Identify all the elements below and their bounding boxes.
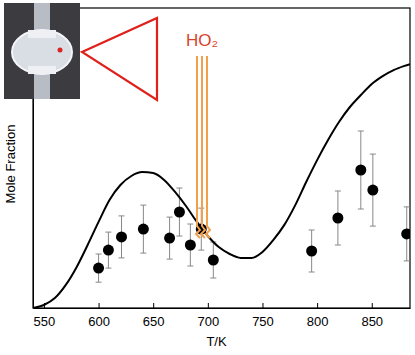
x-tick-mark — [372, 303, 373, 308]
data-point — [185, 240, 196, 251]
x-tick-label: 850 — [361, 314, 383, 329]
error-bar-cap — [167, 217, 173, 218]
data-point — [306, 246, 317, 257]
annotation-line — [196, 56, 200, 238]
data-point — [355, 165, 366, 176]
plot-frame — [33, 8, 410, 308]
data-point — [401, 228, 410, 239]
inset-photo — [4, 3, 80, 99]
annotation: HO₂ — [186, 31, 218, 50]
error-bar-cap — [187, 224, 193, 225]
plot-area — [33, 64, 410, 308]
data-point — [174, 207, 185, 218]
error-bar-cap — [167, 259, 173, 260]
error-bar-cap — [105, 268, 111, 269]
error-bar-cap — [96, 282, 102, 283]
x-tick-mark — [99, 303, 100, 308]
x-tick: 850 — [361, 303, 383, 329]
error-bar-cap — [358, 131, 364, 132]
y-axis-title: Mole Fraction — [3, 125, 18, 204]
error-bar-cap — [176, 236, 182, 237]
x-axis-title: T/K — [206, 334, 227, 349]
x-axis-line — [34, 308, 411, 309]
data-point — [208, 255, 219, 266]
x-tick-mark — [153, 303, 154, 308]
x-tick-label: 650 — [143, 314, 165, 329]
data-point — [138, 224, 149, 235]
x-tick: 750 — [252, 303, 274, 329]
error-bar-cap — [96, 254, 102, 255]
x-tick-mark — [317, 303, 318, 308]
x-tick: 600 — [88, 303, 110, 329]
zoom-triangle — [82, 18, 157, 100]
error-bar-cap — [370, 154, 376, 155]
chart: 550 600 650 700 750 800 850 T/K Mole Fraction HO₂ — [0, 0, 415, 355]
photo-ring — [28, 30, 56, 38]
model-line — [33, 64, 410, 308]
x-tick-mark — [262, 303, 263, 308]
error-bar-cap — [404, 206, 410, 207]
photo-spot — [58, 48, 63, 53]
error-bar-cap — [335, 191, 341, 192]
error-bar-cap — [105, 232, 111, 233]
error-bar-cap — [370, 226, 376, 227]
error-bar-cap — [187, 266, 193, 267]
x-tick-label: 800 — [307, 314, 329, 329]
data-point — [103, 245, 114, 256]
error-bar-cap — [335, 245, 341, 246]
error-bar-cap — [404, 260, 410, 261]
annotation-line — [201, 56, 205, 238]
error-bar-cap — [140, 205, 146, 206]
data-point — [367, 185, 378, 196]
x-tick: 800 — [307, 303, 329, 329]
error-bar-cap — [210, 278, 216, 279]
photo-background — [4, 3, 80, 99]
error-bar-cap — [309, 230, 315, 231]
error-bar-cap — [176, 188, 182, 189]
x-tick-label: 700 — [197, 314, 219, 329]
photo-ring — [28, 66, 56, 74]
error-bar-cap — [119, 257, 125, 258]
x-tick: 700 — [197, 303, 219, 329]
error-bar-cap — [198, 250, 204, 251]
data-point — [116, 231, 127, 242]
x-axis: 550 600 650 700 750 800 850 — [34, 303, 411, 329]
data-point — [332, 213, 343, 224]
x-tick-mark — [208, 303, 209, 308]
photo-reactor — [12, 30, 72, 74]
error-bar-cap — [140, 253, 146, 254]
error-bar-cap — [309, 272, 315, 273]
error-bar-cap — [119, 215, 125, 216]
data-point — [164, 233, 175, 244]
data-point — [93, 263, 104, 274]
x-tick: 650 — [143, 303, 165, 329]
x-tick-label: 550 — [34, 314, 56, 329]
x-tick-label: 750 — [252, 314, 274, 329]
annotation-line — [206, 56, 210, 238]
error-bar-cap — [358, 209, 364, 210]
x-tick-label: 600 — [88, 314, 110, 329]
